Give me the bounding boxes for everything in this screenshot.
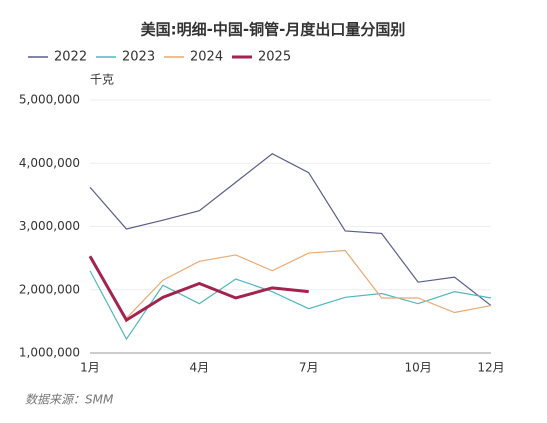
y-tick-label: 3,000,000	[19, 219, 80, 233]
legend-label: 2024	[190, 50, 223, 65]
legend-label: 2022	[54, 50, 87, 65]
legend-label: 2025	[258, 50, 291, 65]
y-tick-label: 1,000,000	[19, 346, 80, 360]
x-tick-label: 12月	[477, 361, 504, 375]
x-tick-label: 4月	[190, 361, 210, 375]
legend-label: 2023	[122, 50, 155, 65]
line-series	[88, 255, 309, 323]
source: 数据来源：SMM	[25, 393, 114, 407]
x-tick-label: 1月	[80, 361, 100, 375]
y-axis-unit: 千克	[90, 73, 114, 87]
chart-title: 美国:明细-中国-铜管-月度出口量分国别	[141, 21, 406, 39]
y-tick-label: 5,000,000	[19, 93, 80, 107]
line-series	[89, 153, 492, 307]
line-series	[89, 249, 492, 320]
line-series	[89, 270, 492, 341]
y-tick-label: 4,000,000	[19, 156, 80, 170]
y-tick-label: 2,000,000	[19, 282, 80, 296]
x-tick-label: 10月	[404, 361, 431, 375]
x-tick-label: 7月	[299, 361, 319, 375]
